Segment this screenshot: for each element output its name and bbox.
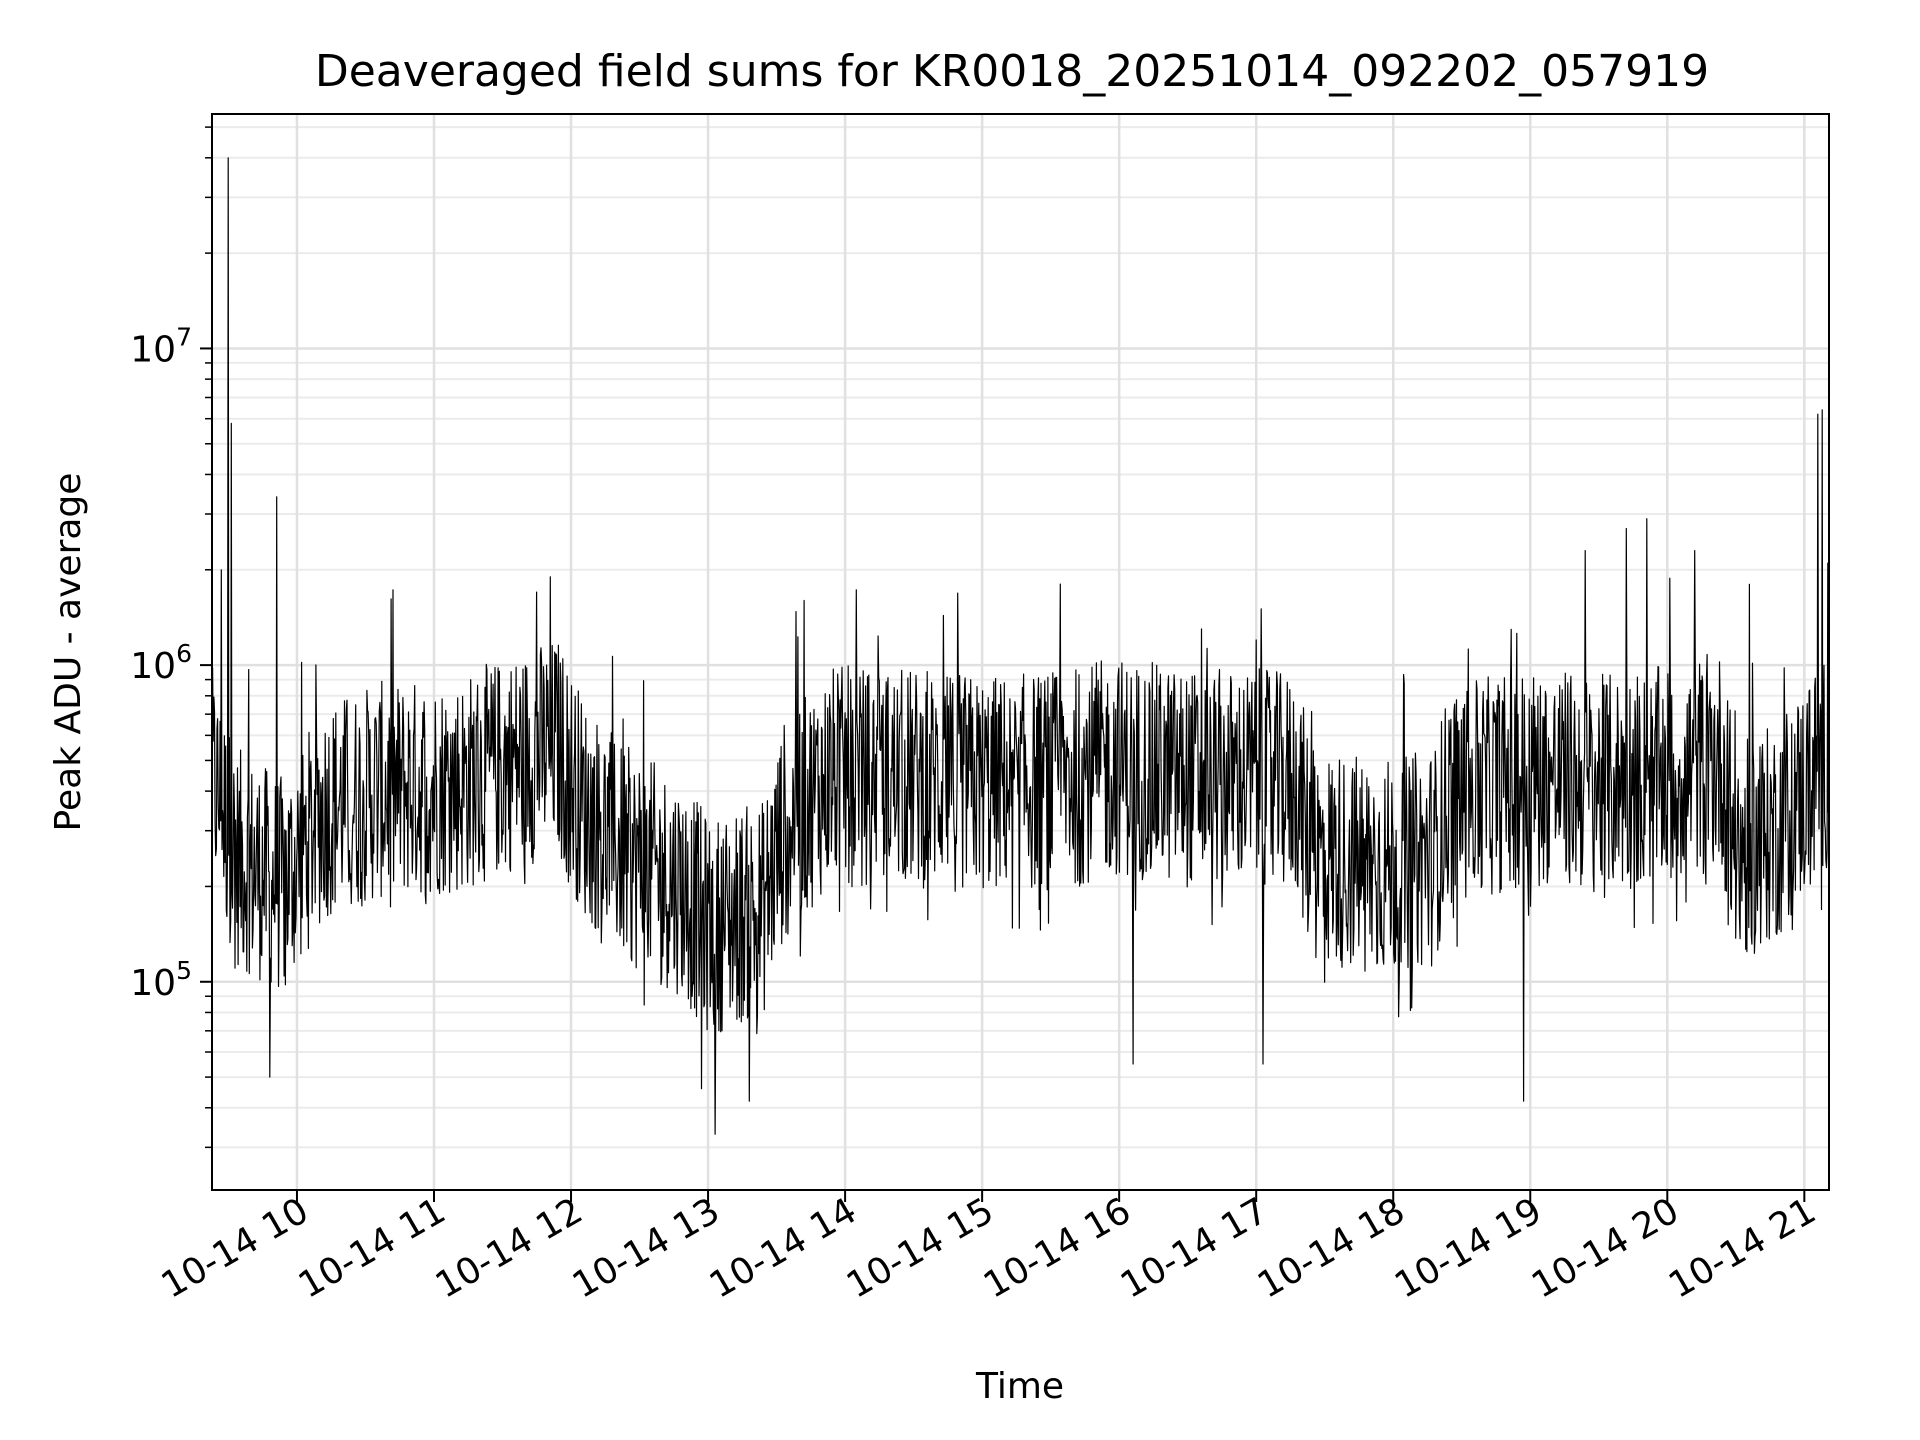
y-tick-label: 105: [130, 956, 192, 1004]
plot-frame: [211, 113, 1830, 1191]
y-tick-exponent: 7: [176, 322, 192, 351]
series-layer: [211, 157, 1830, 1135]
x-axis-label: Time: [975, 1366, 1064, 1407]
y-tick-exponent: 6: [176, 639, 192, 668]
y-tick-base: 10: [130, 963, 176, 1004]
y-tick-base: 10: [130, 329, 176, 370]
y-axis-label: Peak ADU - average: [48, 473, 89, 832]
y-tick-exponent: 5: [176, 956, 192, 985]
y-tick-label: 106: [130, 639, 192, 687]
series-line: [211, 157, 1830, 1135]
y-tick-base: 10: [130, 646, 176, 687]
y-tick-label: 107: [130, 322, 192, 370]
chart-title: Deaveraged field sums for KR0018_2025101…: [315, 46, 1709, 97]
